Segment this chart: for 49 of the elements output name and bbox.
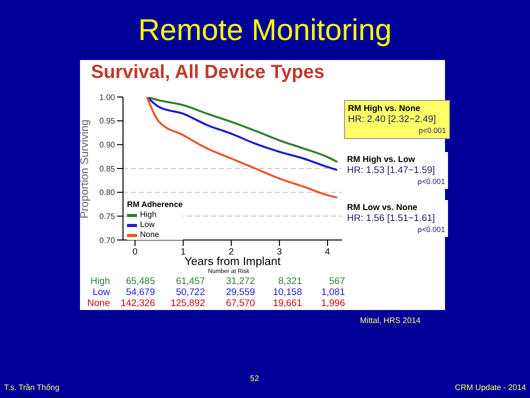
text: 29,559 xyxy=(224,287,255,298)
text: 31,272 xyxy=(224,276,255,287)
text: T.s. Trần Thống xyxy=(4,383,60,392)
text: None xyxy=(86,298,110,309)
x-tick-label: 0 xyxy=(132,246,138,256)
legend-label: None xyxy=(139,230,160,240)
y-axis-title: Proportion Surviving xyxy=(78,119,91,218)
line-series xyxy=(146,97,338,199)
y-tick-label: 0.80 xyxy=(99,188,116,198)
x-tick-label: 1 xyxy=(180,246,186,256)
text: 54,679 xyxy=(126,287,155,298)
text: HR: 1.53 [1.47−1.59] xyxy=(347,165,436,176)
x-axis-title: Years from Implant xyxy=(184,256,282,268)
text: RM High vs. Low xyxy=(347,154,416,165)
y-tick-label: 0.75 xyxy=(99,212,116,222)
text: Mittal, HRS 2014 xyxy=(360,316,420,325)
text: 67,570 xyxy=(224,298,255,309)
y-tick-label: 0.85 xyxy=(99,164,116,174)
text: High xyxy=(89,276,110,287)
legend-title: RM Adherence xyxy=(127,200,183,210)
x-tick-label: 2 xyxy=(228,246,234,256)
text: 1,996 xyxy=(321,298,345,309)
text: RM Low vs. None xyxy=(347,202,418,213)
text: 567 xyxy=(329,276,345,287)
text: 125,892 xyxy=(170,298,205,309)
text: 19,661 xyxy=(272,298,302,309)
text: CRM Update - 2014 xyxy=(454,383,526,392)
y-tick-label: 1.00 xyxy=(99,92,116,102)
chart-title: Remote Monitoring xyxy=(137,14,393,48)
legend-label: Low xyxy=(139,220,156,230)
x-tick-label: 3 xyxy=(276,246,282,256)
text: 52 xyxy=(250,374,259,383)
y-tick-label: 0.70 xyxy=(99,236,116,245)
text: HR: 2.40 [2.32−2.49] xyxy=(348,114,437,125)
text: Low xyxy=(92,287,110,298)
text: RM High vs. None xyxy=(348,103,422,114)
y-tick-label: 0.95 xyxy=(99,116,116,126)
text: 1,081 xyxy=(321,287,345,298)
text: 65,485 xyxy=(126,276,155,287)
y-tick-label: 0.90 xyxy=(99,140,116,150)
x-tick-label: 4 xyxy=(325,246,330,256)
chart-subtitle: Survival, All Device Types xyxy=(91,62,324,84)
text: 8,321 xyxy=(278,276,302,287)
legend-label: High xyxy=(139,210,158,220)
text: HR: 1.56 [1.51−1.61] xyxy=(347,213,436,224)
text: 61,457 xyxy=(174,276,205,287)
text: 50,722 xyxy=(174,287,205,298)
text: 142,326 xyxy=(120,298,155,309)
text: 10,158 xyxy=(272,287,302,298)
